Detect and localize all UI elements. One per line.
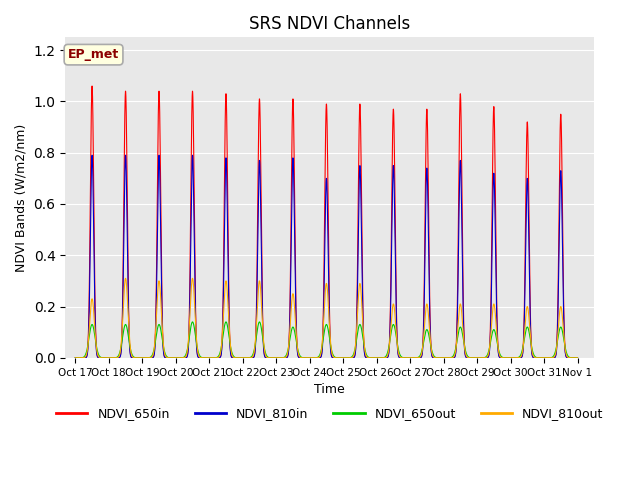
NDVI_650out: [189, 319, 196, 325]
NDVI_810out: [173, 355, 181, 360]
NDVI_650out: [396, 350, 403, 356]
NDVI_650in: [396, 355, 403, 360]
NDVI_650in: [573, 355, 581, 360]
NDVI_810in: [467, 355, 474, 360]
NDVI_810out: [260, 336, 268, 342]
Title: SRS NDVI Channels: SRS NDVI Channels: [249, 15, 410, 33]
NDVI_810in: [173, 355, 181, 360]
NDVI_650in: [572, 355, 580, 360]
NDVI_650in: [88, 83, 96, 89]
NDVI_810in: [260, 342, 268, 348]
NDVI_650out: [72, 355, 79, 360]
Legend: NDVI_650in, NDVI_810in, NDVI_650out, NDVI_810out: NDVI_650in, NDVI_810in, NDVI_650out, NDV…: [51, 403, 609, 425]
Line: NDVI_650out: NDVI_650out: [76, 322, 577, 358]
NDVI_650in: [72, 355, 79, 360]
Text: EP_met: EP_met: [68, 48, 119, 61]
Line: NDVI_650in: NDVI_650in: [76, 86, 577, 358]
NDVI_650out: [467, 355, 474, 360]
NDVI_650out: [173, 355, 181, 360]
NDVI_810in: [572, 355, 580, 360]
NDVI_810in: [573, 355, 581, 360]
Line: NDVI_810out: NDVI_810out: [76, 278, 577, 358]
NDVI_810out: [122, 276, 129, 281]
NDVI_810in: [88, 152, 96, 158]
NDVI_650in: [467, 355, 474, 360]
NDVI_810in: [179, 355, 187, 360]
NDVI_810in: [396, 355, 403, 360]
X-axis label: Time: Time: [314, 383, 345, 396]
NDVI_650in: [173, 355, 181, 360]
Y-axis label: NDVI Bands (W/m2/nm): NDVI Bands (W/m2/nm): [15, 123, 28, 272]
NDVI_810out: [72, 355, 79, 360]
NDVI_810in: [72, 355, 79, 360]
NDVI_810out: [572, 355, 580, 360]
Line: NDVI_810in: NDVI_810in: [76, 155, 577, 358]
NDVI_810out: [573, 355, 581, 360]
NDVI_810out: [396, 353, 403, 359]
NDVI_810out: [467, 355, 474, 360]
NDVI_810out: [179, 355, 187, 360]
NDVI_650out: [260, 339, 268, 345]
NDVI_650in: [179, 355, 187, 360]
NDVI_650out: [572, 355, 580, 360]
NDVI_650out: [573, 355, 581, 360]
NDVI_650out: [179, 355, 187, 360]
NDVI_650in: [260, 338, 268, 344]
